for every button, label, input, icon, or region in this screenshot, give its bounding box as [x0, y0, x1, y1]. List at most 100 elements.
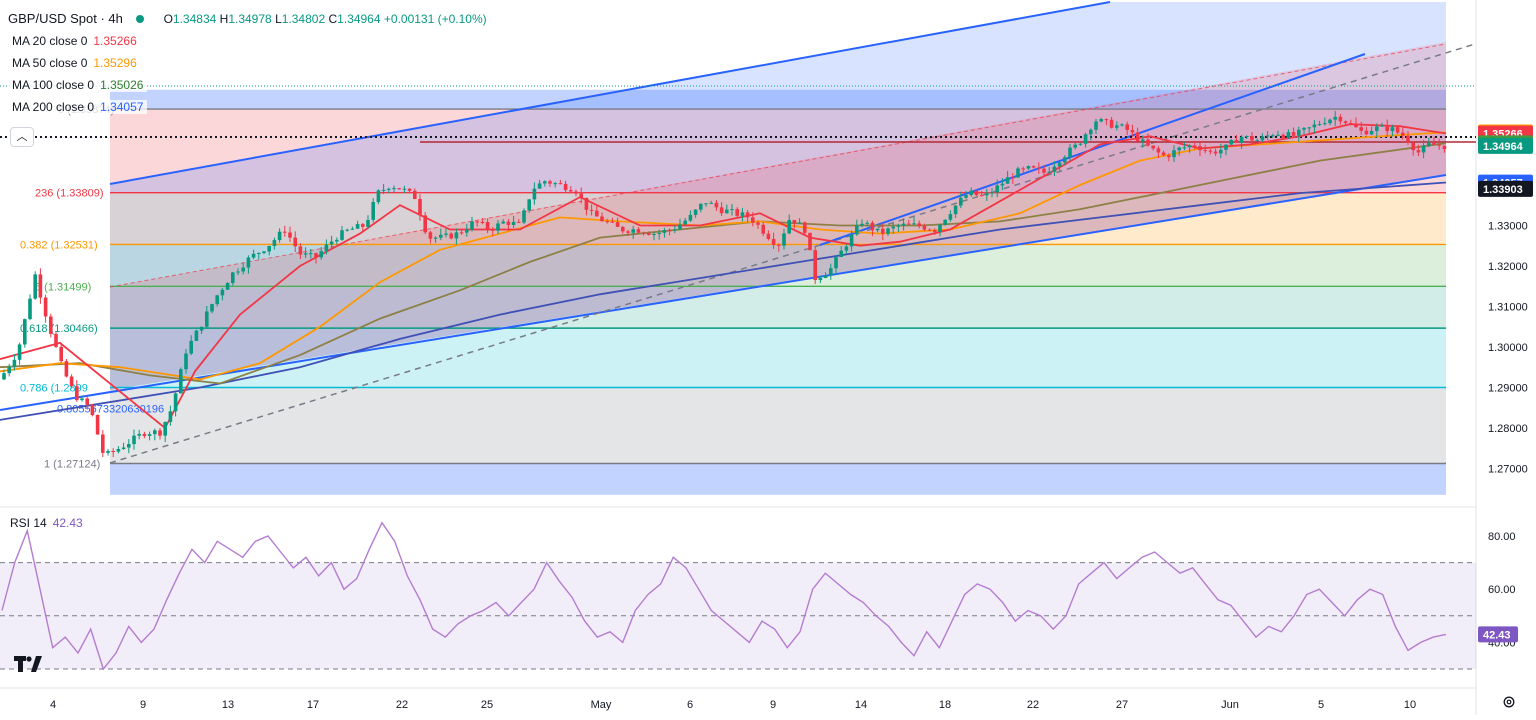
candle-body — [974, 190, 979, 196]
candle — [595, 204, 599, 217]
candle-body — [662, 230, 667, 233]
candle-body — [49, 316, 53, 334]
candle-body — [314, 253, 318, 258]
candle-body — [808, 232, 812, 251]
candle-body — [1130, 129, 1135, 133]
candle — [1208, 149, 1213, 155]
candle — [1104, 118, 1109, 126]
candle — [901, 218, 906, 231]
candle-body — [558, 183, 563, 185]
candle — [1063, 155, 1067, 166]
candle — [475, 220, 479, 227]
legend-ma100[interactable]: MA 100 close 0 1.35026 — [8, 74, 487, 96]
candle-body — [1442, 145, 1447, 150]
ma50-label: MA 50 close 0 — [12, 56, 88, 70]
candle-body — [1416, 150, 1421, 153]
candle-body — [626, 231, 630, 233]
candle — [303, 247, 308, 259]
candle — [621, 226, 625, 234]
close-value: 1.34964 — [337, 12, 381, 26]
candle-body — [527, 199, 531, 211]
candle-body — [95, 414, 100, 435]
candle-body — [563, 183, 568, 191]
price-tag: 1.33903 — [1478, 180, 1533, 197]
candle — [792, 219, 797, 229]
candle-body — [1406, 135, 1410, 143]
candle-body — [392, 188, 396, 190]
candle-body — [771, 238, 776, 245]
candle — [158, 428, 162, 440]
candle-body — [735, 209, 739, 216]
tradingview-logo-icon[interactable] — [14, 654, 42, 674]
candle — [225, 281, 230, 290]
candle — [927, 228, 932, 232]
candle — [1271, 133, 1275, 138]
price-tag-label: 1.34964 — [1483, 141, 1524, 153]
candle-body — [1213, 151, 1218, 154]
candle-body — [938, 224, 942, 232]
candle — [236, 268, 240, 276]
candle — [1167, 153, 1171, 162]
candle — [381, 184, 386, 195]
candle — [439, 228, 443, 241]
fib-zone — [110, 109, 1446, 193]
candle-body — [1177, 147, 1181, 151]
candle — [787, 214, 791, 235]
candle-body — [839, 250, 843, 258]
chevron-up-icon[interactable]: ︿ — [10, 127, 34, 147]
candle — [626, 229, 630, 236]
channel-lower-fill — [110, 42, 1446, 390]
candle-body — [454, 232, 459, 239]
candle — [652, 231, 656, 241]
candle-body — [657, 232, 661, 234]
candle — [829, 263, 833, 280]
candle-body — [127, 444, 131, 448]
candle-body — [1338, 116, 1343, 122]
candle — [1073, 142, 1077, 150]
candle — [615, 217, 620, 227]
candle — [49, 313, 53, 338]
candle-body — [1026, 166, 1031, 169]
candle — [1182, 142, 1187, 151]
candle — [1005, 170, 1010, 184]
candle — [121, 442, 126, 450]
candle-body — [309, 253, 313, 255]
candle — [1026, 165, 1031, 170]
candle — [995, 179, 999, 198]
candle-body — [241, 267, 245, 272]
legend-ma50[interactable]: MA 50 close 0 1.35296 — [8, 52, 487, 74]
legend-ma200[interactable]: MA 200 close 0 1.34057 — [8, 96, 487, 118]
candle-body — [1125, 124, 1129, 130]
candle — [818, 276, 823, 284]
candle-body — [277, 231, 282, 241]
candle — [527, 199, 531, 213]
candle — [319, 246, 323, 260]
candle-body — [262, 251, 266, 253]
symbol-title[interactable]: GBP/USD Spot · 4h — [8, 11, 123, 26]
candle — [860, 219, 864, 228]
gear-icon[interactable] — [1502, 695, 1516, 709]
legend-ma20[interactable]: MA 20 close 0 1.35266 — [8, 30, 487, 52]
candle — [777, 243, 781, 252]
candle-body — [491, 229, 495, 231]
candle — [745, 209, 750, 223]
candle-body — [693, 209, 698, 215]
candle — [1016, 166, 1020, 178]
candle — [132, 429, 136, 450]
fib-zone — [110, 463, 1446, 495]
candle-body — [1317, 124, 1322, 126]
candle — [537, 179, 542, 189]
candle — [943, 219, 947, 226]
x-tick-label: May — [591, 699, 612, 711]
candle-body — [428, 232, 433, 239]
candle-body — [1302, 127, 1306, 130]
candle — [1187, 144, 1192, 153]
candle — [137, 429, 141, 440]
candle-body — [621, 226, 625, 232]
candle — [1255, 138, 1259, 142]
candle — [350, 226, 355, 230]
candle-body — [283, 231, 287, 233]
candle-body — [116, 448, 121, 452]
